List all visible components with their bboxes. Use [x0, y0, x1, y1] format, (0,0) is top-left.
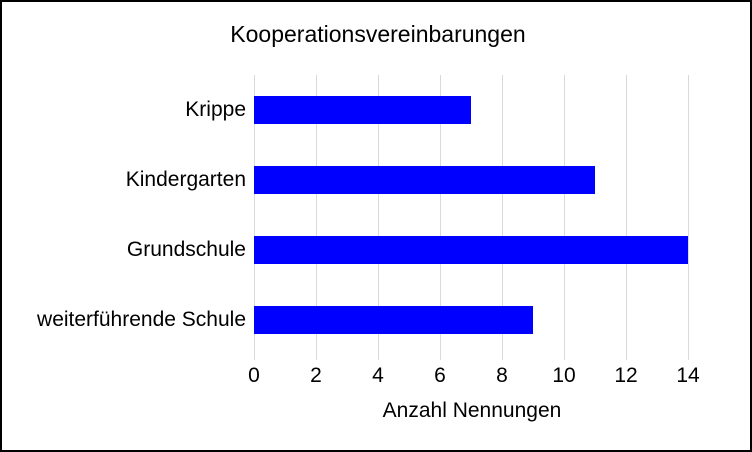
x-tick-label: 6 — [434, 364, 446, 387]
bar-krippe — [254, 96, 471, 124]
category-label: Kindergarten — [125, 168, 246, 191]
gridline-x-4 — [378, 75, 379, 360]
chart-title: Kooperationsvereinbarungen — [230, 21, 526, 47]
bar-kindergarten — [254, 166, 595, 194]
category-label: Grundschule — [126, 238, 246, 261]
category-label: Krippe — [185, 98, 246, 121]
gridline-x-8 — [502, 75, 503, 360]
gridline-x-6 — [440, 75, 441, 360]
gridline-x-10 — [564, 75, 565, 360]
x-tick-label: 0 — [248, 364, 260, 387]
category-label: weiterführende Schule — [37, 308, 246, 331]
bar-grundschule — [254, 236, 688, 264]
x-tick-label: 2 — [310, 364, 322, 387]
gridline-x-2 — [316, 75, 317, 360]
x-tick-label: 4 — [372, 364, 384, 387]
x-tick-label: 10 — [552, 364, 576, 387]
x-tick-label: 8 — [496, 364, 508, 387]
gridline-x-12 — [626, 75, 627, 360]
x-tick-label: 12 — [614, 364, 638, 387]
gridline-x-0 — [254, 75, 255, 360]
gridline-x-14 — [688, 75, 689, 360]
x-tick-label: 14 — [676, 364, 700, 387]
bar-weiterf-hrende-schule — [254, 306, 533, 334]
x-axis-title: Anzahl Nennungen — [382, 399, 562, 422]
